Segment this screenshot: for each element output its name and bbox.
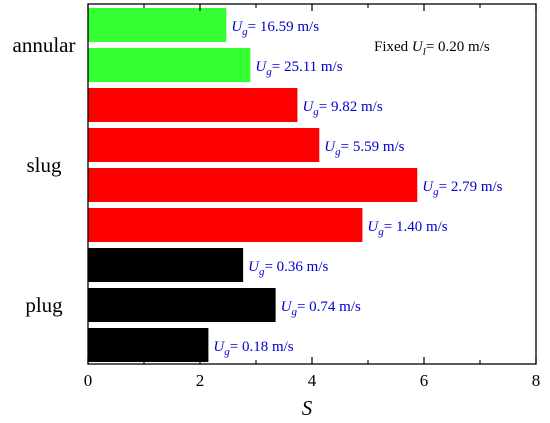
bar-label: Ug= 9.82 m/s	[302, 99, 382, 118]
bar	[88, 128, 320, 162]
bar-label: Ug= 0.36 m/s	[248, 259, 328, 278]
bar-label: Ug= 0.18 m/s	[213, 339, 293, 358]
x-tick-label: 8	[532, 371, 541, 390]
bar-label: Ug= 2.79 m/s	[422, 179, 502, 198]
category-label: slug	[26, 153, 62, 177]
x-tick-label: 2	[196, 371, 205, 390]
category-label: annular	[13, 33, 76, 57]
bar	[88, 208, 363, 242]
bar	[88, 8, 227, 42]
bar-label: Ug= 1.40 m/s	[367, 219, 447, 238]
bar	[88, 288, 276, 322]
x-axis-label: S	[302, 396, 313, 420]
bar-label: Ug= 16.59 m/s	[231, 19, 319, 38]
bar	[88, 88, 298, 122]
category-label: plug	[25, 293, 63, 317]
bar	[88, 248, 244, 282]
bar	[88, 48, 251, 82]
bar	[88, 328, 209, 362]
x-tick-label: 0	[84, 371, 93, 390]
x-tick-label: 6	[420, 371, 429, 390]
bar-label: Ug= 5.59 m/s	[324, 139, 404, 158]
bar-label: Ug= 25.11 m/s	[255, 59, 342, 78]
annotation-fixed-ul: Fixed Ul= 0.20 m/s	[374, 39, 490, 58]
bar-label: Ug= 0.74 m/s	[281, 299, 361, 318]
x-tick-label: 4	[308, 371, 317, 390]
bar	[88, 168, 418, 202]
